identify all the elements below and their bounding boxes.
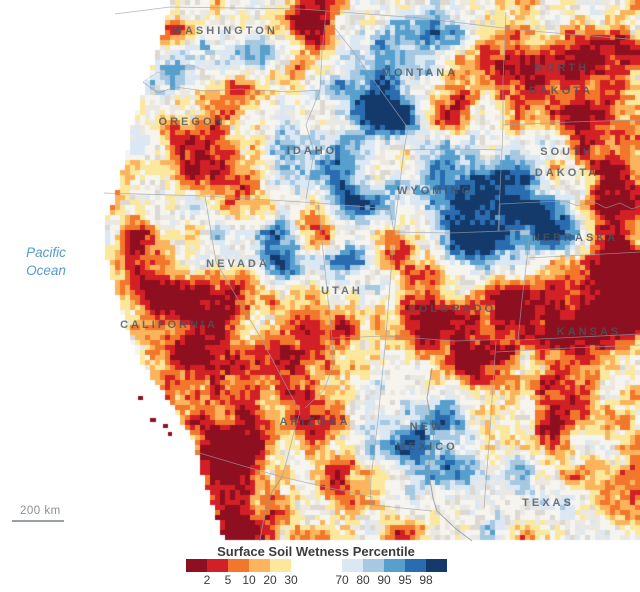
scale-bar-line [12,520,64,522]
legend-tick-98: 98 [419,573,433,587]
ocean-label-line2: Ocean [26,263,66,278]
legend-tick-2: 2 [203,573,211,587]
legend-tick-5: 5 [224,573,232,587]
state-label-kansas: KANSAS [556,326,622,338]
legend: Surface Soil Wetness Percentile 2 5 10 20 30… [0,541,640,592]
state-label-new: NEW [409,421,445,433]
state-label-utah: UTAH [321,285,363,297]
state-label-arizona: ARIZONA [279,416,351,428]
legend-swatch-dry-0 [186,559,207,572]
state-label-colorado: COLORADO [407,303,497,315]
legend-tick-95: 95 [398,573,412,587]
state-label-washington: WASHINGTON [172,25,278,37]
state-label-oregon: OREGON [158,116,226,128]
state-label-dakota: DAKOTA [528,85,594,97]
legend-tick-10: 10 [242,573,256,587]
state-label-idaho: IDAHO [286,145,338,157]
soil-moisture-raster [0,0,640,542]
state-label-north: NORTH [534,62,590,74]
legend-tick-80: 80 [356,573,370,587]
legend-swatch-dry-2 [228,559,249,572]
state-label-california: CALIFORNIA [120,319,218,331]
state-label-wyoming: WYOMING [397,185,473,197]
state-label-mexico: MEXICO [396,441,458,453]
legend-swatch-dry-1 [207,559,228,572]
legend-swatch-wet-1 [363,559,384,572]
legend-tick-30: 30 [284,573,298,587]
legend-swatch-dry-3 [249,559,270,572]
legend-swatch-wet-0 [342,559,363,572]
state-label-nebraska: NEBRASKA [531,232,619,244]
legend-swatch-wet-2 [384,559,405,572]
scale-bar: 200 km [12,505,64,522]
legend-title: Surface Soil Wetness Percentile [217,544,415,559]
state-label-dakota: DAKOTA [534,167,600,179]
state-label-texas: TEXAS [522,497,574,509]
legend-tick-20: 20 [263,573,277,587]
legend-swatch-wet-3 [405,559,426,572]
legend-tick-70: 70 [335,573,349,587]
state-label-south: SOUTH [540,146,594,158]
legend-swatch-wet-4 [426,559,447,572]
state-label-montana: MONTANA [381,67,459,79]
legend-tick-90: 90 [377,573,391,587]
scale-bar-label: 200 km [20,505,61,517]
ocean-label: Pacific Ocean [26,244,66,280]
ocean-label-line1: Pacific [26,245,66,260]
state-label-nevada: NEVADA [206,258,270,270]
legend-swatch-dry-4 [270,559,291,572]
